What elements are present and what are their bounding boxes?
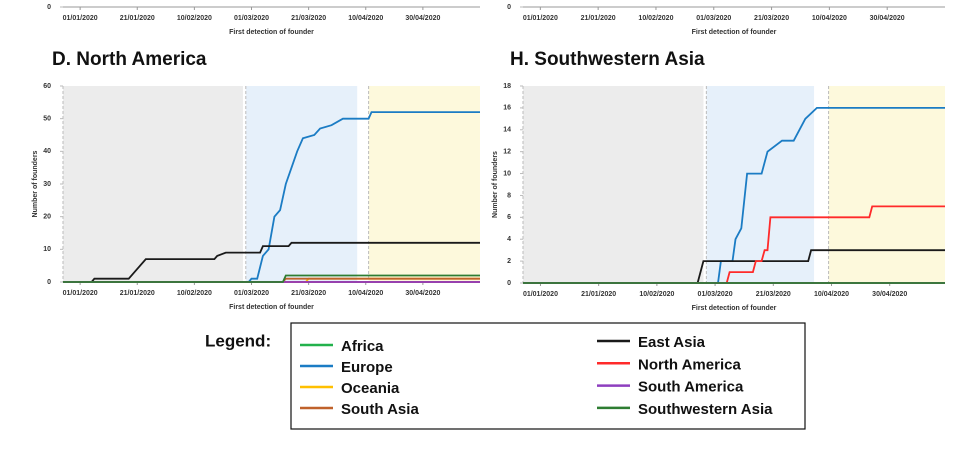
x-tick-label: 10/04/2020 (814, 291, 849, 298)
x-tick-label: 10/02/2020 (638, 15, 673, 22)
x-tick-label: 10/04/2020 (348, 290, 383, 297)
series-line (523, 205, 945, 284)
x-tick-label: 30/04/2020 (405, 290, 440, 297)
legend-label: Europe (341, 359, 393, 376)
x-tick-label: 10/02/2020 (639, 291, 674, 298)
y-tick-label: 30 (43, 181, 51, 188)
y-tick-label: 0 (507, 280, 511, 287)
x-tick-label: 01/01/2020 (63, 15, 98, 22)
period-band (63, 86, 243, 282)
x-tick-label: 21/03/2020 (756, 291, 791, 298)
x-tick-label: 01/01/2020 (63, 290, 98, 297)
y-tick-label: 0 (47, 279, 51, 286)
period-band (245, 86, 358, 282)
series-line (63, 111, 480, 283)
y-tick-label: 18 (503, 83, 511, 90)
legend-label: Oceania (341, 380, 400, 397)
x-axis-title: First detection of founder (229, 29, 314, 36)
x-tick-label: 21/03/2020 (754, 15, 789, 22)
x-tick-label: 21/01/2020 (120, 290, 155, 297)
x-axis-title: First detection of founder (692, 305, 777, 312)
x-tick-label: 01/01/2020 (523, 291, 558, 298)
x-tick-label: 30/04/2020 (870, 15, 905, 22)
x-tick-label: 21/01/2020 (581, 291, 616, 298)
y-tick-label: 40 (43, 148, 51, 155)
legend-label: Africa (341, 338, 384, 355)
period-band (368, 86, 480, 282)
x-tick-label: 01/03/2020 (234, 290, 269, 297)
x-tick-label: 01/01/2020 (523, 15, 558, 22)
legend-label: Southwestern Asia (638, 401, 773, 418)
y-axis-title: Number of founders (492, 151, 499, 218)
period-band (706, 86, 815, 283)
x-axis-title: First detection of founder (229, 304, 314, 311)
period-band (523, 86, 704, 283)
x-tick-label: 21/01/2020 (581, 15, 616, 22)
x-tick-label: 10/04/2020 (348, 15, 383, 22)
legend-label: South Asia (341, 401, 419, 418)
y-tick-label: 0 (507, 4, 511, 11)
y-tick-label: 50 (43, 116, 51, 123)
x-tick-label: 01/03/2020 (696, 15, 731, 22)
y-tick-label: 16 (503, 105, 511, 112)
y-tick-label: 60 (43, 83, 51, 90)
legend-title: Legend: (205, 331, 271, 350)
chart-title: H. Southwestern Asia (510, 49, 705, 70)
y-tick-label: 6 (507, 214, 511, 221)
x-axis-title: First detection of founder (692, 29, 777, 36)
y-tick-label: 0 (47, 4, 51, 11)
x-tick-label: 01/03/2020 (698, 291, 733, 298)
series-line (63, 274, 480, 283)
y-tick-label: 10 (43, 246, 51, 253)
x-tick-label: 10/02/2020 (177, 15, 212, 22)
chart-title: D. North America (52, 49, 207, 70)
x-tick-label: 21/03/2020 (291, 15, 326, 22)
x-tick-label: 21/01/2020 (120, 15, 155, 22)
x-tick-label: 30/04/2020 (405, 15, 440, 22)
legend-label: South America (638, 379, 744, 396)
legend-label: East Asia (638, 334, 706, 351)
legend-label: North America (638, 356, 741, 373)
x-tick-label: 30/04/2020 (872, 291, 907, 298)
y-axis-title: Number of founders (32, 150, 39, 217)
x-tick-label: 10/04/2020 (812, 15, 847, 22)
y-tick-label: 14 (503, 127, 511, 134)
series-line (63, 241, 480, 283)
y-tick-label: 8 (507, 192, 511, 199)
x-tick-label: 10/02/2020 (177, 290, 212, 297)
y-tick-label: 4 (507, 236, 511, 243)
x-tick-label: 21/03/2020 (291, 290, 326, 297)
legend-box (290, 322, 806, 430)
x-tick-label: 01/03/2020 (234, 15, 269, 22)
y-tick-label: 20 (43, 214, 51, 221)
y-tick-label: 10 (503, 170, 511, 177)
y-tick-label: 2 (507, 258, 511, 265)
y-tick-label: 12 (503, 149, 511, 156)
period-band (828, 86, 945, 283)
